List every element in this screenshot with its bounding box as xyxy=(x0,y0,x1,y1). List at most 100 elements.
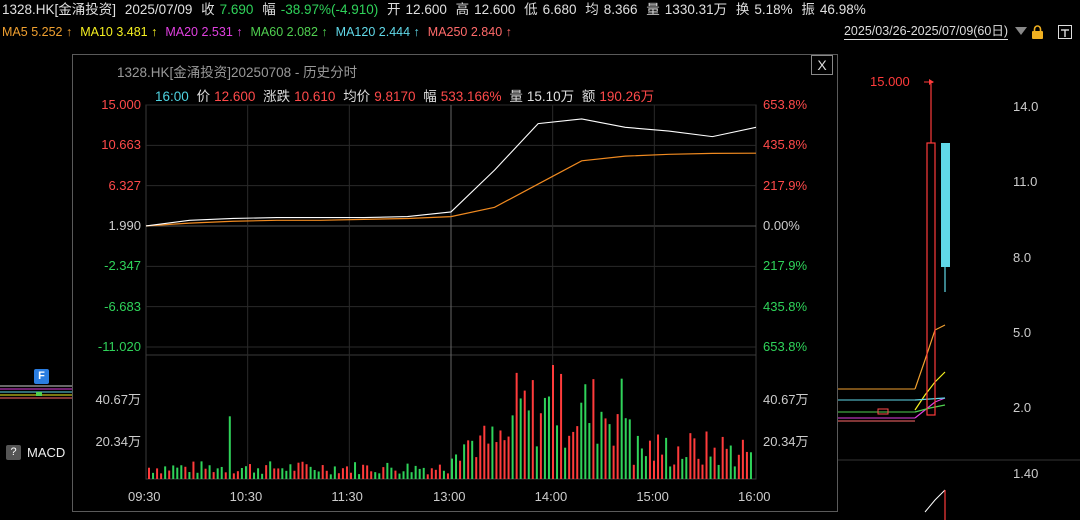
volume-bar xyxy=(749,452,752,479)
volume-bar xyxy=(446,473,449,479)
volume-bar xyxy=(604,418,607,479)
price-axis-label: 10.663 xyxy=(101,137,141,153)
volume-bar xyxy=(285,470,288,479)
ma-value: 2.840 xyxy=(470,25,503,39)
change-field-label: 涨跌 xyxy=(263,89,291,104)
volume-bar xyxy=(741,439,744,479)
volume-bar xyxy=(321,465,324,479)
time-axis-label: 14:00 xyxy=(534,489,568,504)
ma-item-ma10[interactable]: MA10 3.481 ↑ xyxy=(80,25,157,39)
date-range-selector[interactable]: 2025/03/26-2025/07/09(60日) xyxy=(843,24,1008,40)
low-value: 6.680 xyxy=(542,2,577,17)
ma-item-ma120[interactable]: MA120 2.444 ↑ xyxy=(336,25,420,39)
volume-bar xyxy=(681,458,684,479)
series-price-line xyxy=(145,118,757,227)
volume-bar xyxy=(160,473,163,479)
volume-bar xyxy=(475,457,478,479)
daily-kline-chart xyxy=(0,79,1080,520)
turnover-field-label: 换 xyxy=(735,2,750,17)
volume-bar xyxy=(434,469,437,479)
volume-bar xyxy=(745,451,748,479)
popup-title: 1328.HK[金涌投资]20250708 - 历史分时 xyxy=(117,65,358,80)
ma-arrow-icon: ↑ xyxy=(321,25,328,39)
volume-bar xyxy=(580,402,583,479)
volume-bar xyxy=(293,470,296,479)
volume-bar xyxy=(354,462,357,479)
volume-bar xyxy=(301,461,304,479)
macd-y-axis-label: 1.40 xyxy=(1013,466,1039,481)
pct-value: 533.166% xyxy=(440,89,502,104)
volume-bar xyxy=(269,461,272,479)
y-axis-label: 8.0 xyxy=(1013,250,1032,265)
pct-field-label: 幅 xyxy=(423,89,437,104)
volume-bar xyxy=(737,454,740,479)
f-badge[interactable]: F xyxy=(34,369,49,384)
volume-bar xyxy=(390,467,393,479)
expand-icon[interactable] xyxy=(1058,25,1072,39)
volume-bar xyxy=(483,425,486,479)
time-axis-label: 16:00 xyxy=(738,489,771,504)
ma-value: 2.444 xyxy=(378,25,411,39)
price-axis-label: 15.000 xyxy=(101,97,141,112)
symbol-label[interactable]: 1328.HK[金涌投资] xyxy=(2,2,117,17)
pct-axis-label: 435.8% xyxy=(763,137,808,153)
volume-bar xyxy=(172,465,175,479)
volume-bar xyxy=(148,467,150,479)
time-axis-label: 10:30 xyxy=(229,489,263,504)
dropdown-icon[interactable] xyxy=(1015,27,1027,35)
volume-bar xyxy=(632,464,635,479)
volume-bar xyxy=(547,396,550,479)
close-button[interactable]: X xyxy=(811,55,833,75)
volume-bar xyxy=(733,466,736,479)
volume-bar xyxy=(556,425,559,479)
volume-bar xyxy=(337,473,340,479)
low-field-label: 低 xyxy=(524,2,538,17)
volume-bar xyxy=(249,464,251,479)
help-icon[interactable]: ? xyxy=(6,445,21,460)
date-label: 2025/07/09 xyxy=(124,2,193,17)
volume-bar xyxy=(709,456,712,479)
volume-bar xyxy=(612,445,615,479)
volume-bar xyxy=(350,472,352,479)
volume-bar xyxy=(204,468,207,479)
volume-bar xyxy=(273,468,276,479)
change-value: -38.97%(-4.910) xyxy=(280,2,379,17)
y-axis-label: 14.0 xyxy=(1013,99,1039,114)
y-axis-label: 5.0 xyxy=(1013,325,1032,340)
pct-axis-label: 0.00% xyxy=(763,218,800,233)
volume-bar xyxy=(366,465,369,479)
macd-indicator-label[interactable]: MACD xyxy=(27,445,66,460)
volume-bar xyxy=(156,468,159,479)
volume-bar xyxy=(362,464,365,479)
price-axis-label: -11.020 xyxy=(97,339,141,354)
close-value: 7.690 xyxy=(219,2,254,17)
amplitude-field-label: 振 xyxy=(801,2,815,17)
volume-bar xyxy=(378,473,381,479)
ma-item-ma60[interactable]: MA60 2.082 ↑ xyxy=(251,25,328,39)
volume-bar xyxy=(184,466,187,479)
ma-label: MA20 xyxy=(165,25,199,39)
ma-item-ma5[interactable]: MA5 5.252 ↑ xyxy=(2,25,72,39)
lock-icon[interactable] xyxy=(1031,25,1044,39)
volume-bar xyxy=(261,473,264,479)
volume-bar xyxy=(313,470,316,479)
volume-field-label: 量 xyxy=(646,2,660,17)
pct-axis-label: 435.8% xyxy=(763,298,808,314)
volume-bar xyxy=(689,433,692,479)
time-value: 16:00 xyxy=(155,89,189,104)
volume-bar xyxy=(507,436,510,479)
volume-bar xyxy=(152,472,155,479)
ma-item-ma20[interactable]: MA20 2.531 ↑ xyxy=(165,25,242,39)
volume-bar xyxy=(523,390,526,479)
high-value: 12.600 xyxy=(474,2,516,17)
intraday-chart xyxy=(145,104,757,480)
volume-bar xyxy=(467,440,470,479)
volume-bar xyxy=(503,440,506,479)
volume-bar xyxy=(333,466,336,479)
ma-item-ma250[interactable]: MA250 2.840 ↑ xyxy=(428,25,512,39)
volume-bar xyxy=(644,456,647,479)
volume-bar xyxy=(374,472,377,479)
volume-bar xyxy=(277,468,280,479)
ma-label: MA250 xyxy=(427,25,468,39)
time-axis-label: 11:30 xyxy=(331,489,363,504)
